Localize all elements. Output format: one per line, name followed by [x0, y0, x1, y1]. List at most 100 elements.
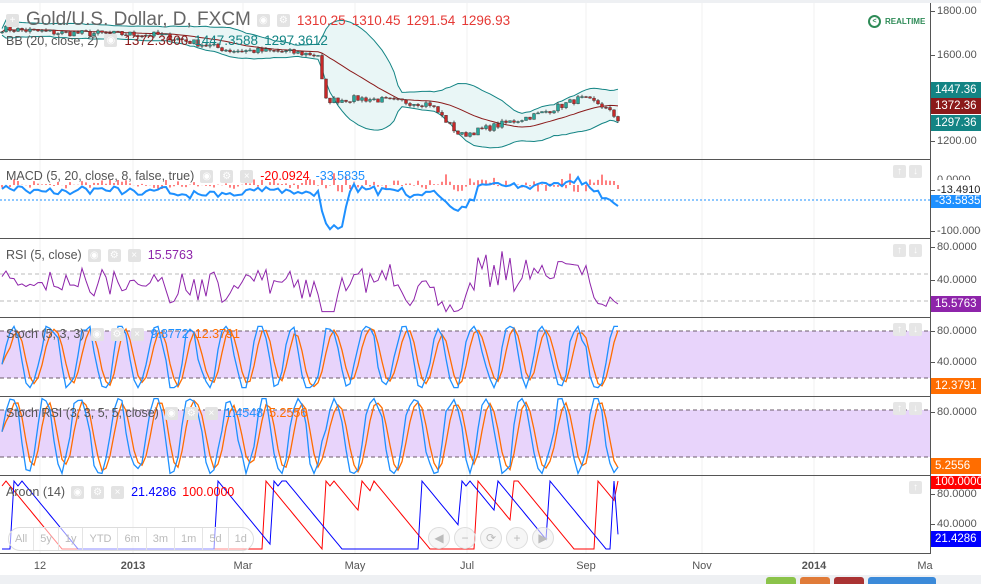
candle	[76, 31, 80, 34]
time-label: May	[344, 560, 366, 572]
candle	[420, 105, 424, 107]
candle	[196, 39, 200, 47]
eye-icon[interactable]: ◉	[90, 327, 104, 341]
candle	[472, 132, 476, 136]
eye-icon[interactable]: ◉	[104, 34, 118, 47]
range-5d[interactable]: 5d	[203, 528, 229, 550]
rsi-axis[interactable]: 80.0000 40.0000 15.5763	[930, 239, 981, 318]
close-icon[interactable]: ×	[204, 406, 218, 420]
macd-pane[interactable]: MACD (5, 20, close, 8, false, true) ◉ ⚙ × …	[0, 160, 930, 239]
candle	[412, 104, 416, 106]
toolbar-tab[interactable]	[766, 577, 796, 584]
move-down-icon[interactable]: ↓	[909, 244, 922, 257]
reset-icon[interactable]: ⟳	[480, 527, 502, 549]
time-label: 12	[33, 560, 47, 572]
close-icon[interactable]: ×	[130, 327, 144, 341]
macd-axis[interactable]: 0.0000 -13.4910 -33.5835 -100.0000	[930, 160, 981, 239]
candle	[536, 112, 540, 115]
range-5y[interactable]: 5y	[34, 528, 59, 550]
scroll-right-icon[interactable]: ▶	[532, 527, 554, 549]
stoch-axis[interactable]: 80.0000 40.0000 12.3791	[930, 318, 981, 397]
pane-move-buttons: ↑ ↓	[893, 402, 922, 415]
candle	[600, 103, 604, 108]
range-1d[interactable]: 1d	[234, 533, 247, 545]
close-icon[interactable]: ×	[127, 248, 141, 262]
candle	[16, 28, 20, 32]
move-down-icon[interactable]: ↓	[909, 165, 922, 178]
aroon-down-value: 21.4286	[131, 485, 177, 499]
range-ytd[interactable]: YTD	[83, 528, 119, 550]
gear-icon[interactable]: ⚙	[110, 327, 124, 341]
candle	[200, 44, 204, 47]
eye-icon[interactable]: ◉	[71, 485, 85, 499]
candle	[240, 50, 244, 53]
move-down-icon[interactable]: ↓	[909, 402, 922, 415]
toolbar-tab[interactable]	[868, 577, 936, 584]
move-up-icon[interactable]: ↑	[893, 323, 906, 336]
range-all[interactable]: All	[9, 528, 35, 550]
toolbar-tab[interactable]	[834, 577, 864, 584]
candle	[32, 28, 36, 31]
candle	[332, 97, 336, 104]
candle	[312, 54, 316, 57]
gear-icon[interactable]: ⚙	[220, 169, 234, 183]
scroll-left-icon[interactable]: ◀	[428, 527, 450, 549]
candle	[384, 97, 388, 99]
eye-icon[interactable]: ◉	[256, 13, 270, 27]
candle	[260, 48, 264, 52]
candle	[524, 116, 528, 121]
candle	[440, 112, 444, 116]
candle	[460, 132, 464, 135]
price-axis[interactable]: 1800.00 1600.00 1200.00 1447.36 1372.36 …	[930, 3, 981, 160]
macd-chart	[0, 160, 930, 238]
range-6m[interactable]: 6m	[118, 528, 147, 550]
stoch-pane[interactable]: Stoch (5, 3, 3) ◉ ⚙ × 9.8772 12.3791 ↑ ↓	[0, 318, 930, 397]
zoom-in-icon[interactable]: +	[506, 527, 528, 549]
range-1y[interactable]: 1y	[59, 528, 84, 550]
candle	[568, 99, 572, 103]
candle	[468, 132, 472, 137]
bottom-toolbar	[0, 575, 981, 584]
eye-icon[interactable]: ◉	[87, 248, 101, 262]
stochrsi-pane[interactable]: Stoch RSI (3, 3, 5, 5, close) ◉ ⚙ × 1.4548…	[0, 397, 930, 476]
move-up-icon[interactable]: ↑	[893, 402, 906, 415]
range-1m[interactable]: 1m	[175, 528, 204, 550]
stochrsi-k-line	[1, 397, 619, 475]
range-3m[interactable]: 3m	[147, 528, 176, 550]
gear-icon[interactable]: ⚙	[91, 485, 105, 499]
eye-icon[interactable]: ◉	[200, 169, 214, 183]
macd-legend: MACD (5, 20, close, 8, false, true) ◉ ⚙ × …	[6, 169, 365, 183]
stochrsi-d-value: 5.2556	[269, 406, 308, 420]
stoch-k-line	[1, 324, 618, 390]
toolbar-tab[interactable]	[800, 577, 830, 584]
move-up-icon[interactable]: ↑	[909, 481, 922, 494]
collapse-icon[interactable]: +	[6, 13, 19, 27]
gear-icon[interactable]: ⚙	[184, 406, 198, 420]
ohlc-close: 1296.93	[461, 12, 511, 28]
rsi-pane[interactable]: RSI (5, close) ◉ ⚙ × 15.5763 ↑ ↓	[0, 239, 930, 318]
price-tick: 1600.00	[931, 49, 977, 61]
gear-icon[interactable]: ⚙	[107, 248, 121, 262]
move-up-icon[interactable]: ↑	[893, 244, 906, 257]
candle	[372, 98, 376, 101]
close-icon[interactable]: ×	[111, 485, 125, 499]
zoom-out-icon[interactable]: −	[454, 527, 476, 549]
close-icon[interactable]: ×	[240, 169, 254, 183]
gear-icon[interactable]: ⚙	[276, 13, 290, 27]
move-down-icon[interactable]: ↓	[909, 323, 922, 336]
time-axis[interactable]: 12 2013 Mar May Jul Sep Nov 2014 Ma	[0, 554, 933, 575]
candle	[416, 104, 420, 106]
stochrsi-axis[interactable]: 80.0000 5.2556	[930, 397, 981, 476]
bb-fill	[2, 20, 618, 148]
candle	[116, 30, 120, 33]
candle	[552, 110, 556, 114]
candle	[316, 55, 320, 57]
price-tick: 1200.00	[931, 135, 977, 147]
move-up-icon[interactable]: ↑	[893, 165, 906, 178]
candle	[252, 49, 256, 53]
price-pane[interactable]: + Gold/U.S. Dollar, D, FXCM ◉ ⚙ 1310.25 1…	[0, 3, 930, 160]
candle	[248, 49, 252, 52]
bb-lower-tag: 1297.36	[931, 115, 981, 131]
aroon-axis[interactable]: 100.0000 80.0000 40.0000 21.4286	[930, 476, 981, 554]
eye-icon[interactable]: ◉	[164, 406, 178, 420]
